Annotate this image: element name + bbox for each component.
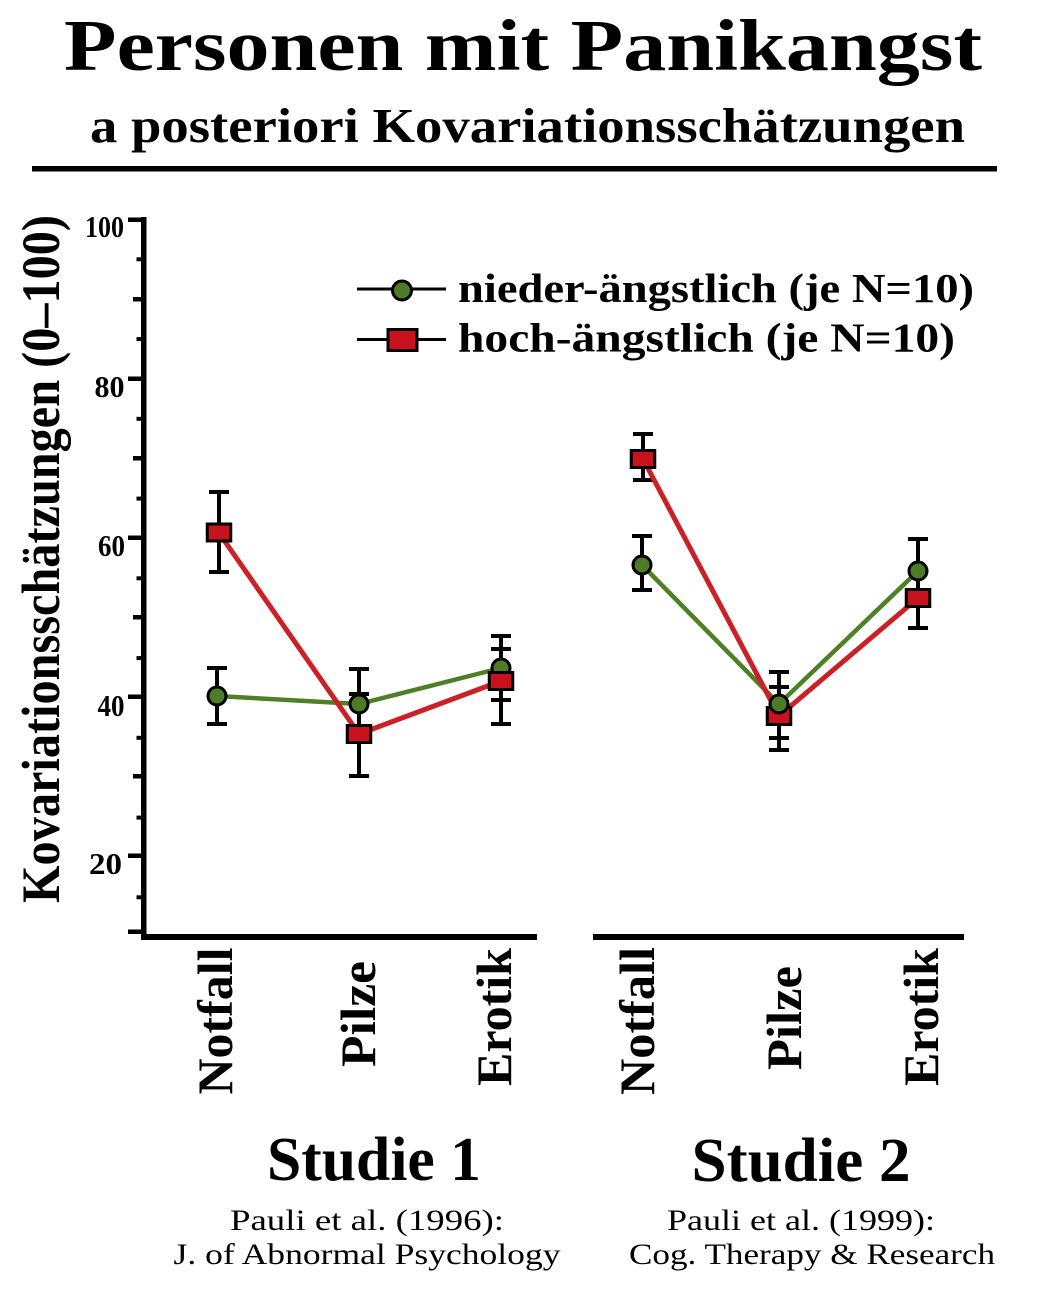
svg-text:a posteriori Kovariationsschät: a posteriori Kovariationsschätzungen xyxy=(90,98,965,153)
svg-text:Pilze: Pilze xyxy=(756,966,812,1070)
svg-text:Kovariationsschätzungen (0–100: Kovariationsschätzungen (0–100) xyxy=(11,215,71,903)
svg-text:40: 40 xyxy=(98,688,125,723)
svg-text:Studie 1: Studie 1 xyxy=(267,1126,481,1194)
svg-text:Erotik: Erotik xyxy=(466,948,522,1086)
svg-text:Pauli et al. (1999):: Pauli et al. (1999): xyxy=(667,1204,935,1237)
svg-text:Notfall: Notfall xyxy=(609,947,665,1095)
svg-text:Personen mit Panikangst: Personen mit Panikangst xyxy=(64,5,982,86)
svg-text:80: 80 xyxy=(95,369,125,404)
svg-text:Pauli et al. (1996):: Pauli et al. (1996): xyxy=(230,1204,504,1237)
svg-text:20: 20 xyxy=(89,846,122,881)
svg-text:Notfall: Notfall xyxy=(187,947,243,1094)
svg-text:Studie 2: Studie 2 xyxy=(692,1127,911,1195)
svg-text:Pilze: Pilze xyxy=(330,961,386,1067)
svg-text:Cog. Therapy & Research: Cog. Therapy & Research xyxy=(629,1238,995,1271)
svg-text:hoch-ängstlich (je N=10): hoch-ängstlich (je N=10) xyxy=(458,315,955,361)
svg-text:J. of Abnormal Psychology: J. of Abnormal Psychology xyxy=(174,1238,561,1271)
svg-text:nieder-ängstlich (je N=10): nieder-ängstlich (je N=10) xyxy=(458,265,974,311)
svg-text:Erotik: Erotik xyxy=(893,948,949,1086)
svg-text:100: 100 xyxy=(85,209,124,244)
svg-text:60: 60 xyxy=(98,528,125,563)
